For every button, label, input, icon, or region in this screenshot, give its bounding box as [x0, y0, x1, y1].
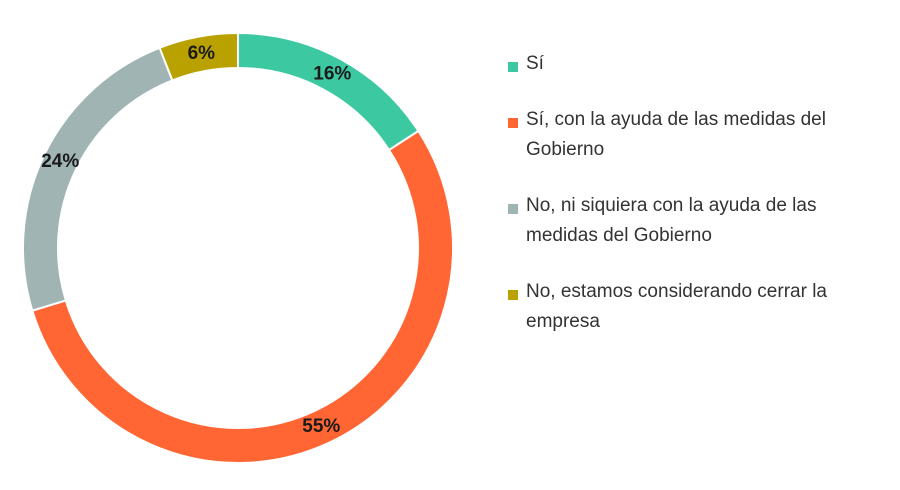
donut-segment — [158, 31, 239, 82]
data-label: 55% — [302, 416, 340, 437]
legend-item: Sí — [508, 53, 888, 79]
data-label: 24% — [41, 151, 79, 172]
data-label: 6% — [188, 43, 216, 64]
legend-item: Sí, con la ayuda de las medidas del Gobi… — [508, 109, 888, 165]
legend-swatch — [508, 204, 518, 214]
legend-label: Sí — [526, 53, 544, 74]
legend-label: No, estamos considerando cerrar la empre… — [526, 281, 827, 332]
legend-label: Sí, con la ayuda de las medidas del Gobi… — [526, 109, 826, 160]
donut-segment — [31, 129, 454, 464]
legend-swatch — [508, 62, 518, 72]
legend-swatch — [508, 290, 518, 300]
legend-item: No, ni siquiera con la ayuda de las medi… — [508, 195, 888, 251]
donut-segment — [22, 46, 174, 312]
donut-segment — [237, 31, 420, 152]
legend: Sí Sí, con la ayuda de las medidas del Go… — [508, 53, 888, 369]
legend-swatch — [508, 118, 518, 128]
legend-item: No, estamos considerando cerrar la empre… — [508, 281, 888, 337]
legend-label: No, ni siquiera con la ayuda de las medi… — [526, 195, 817, 246]
data-label: 16% — [313, 63, 351, 84]
